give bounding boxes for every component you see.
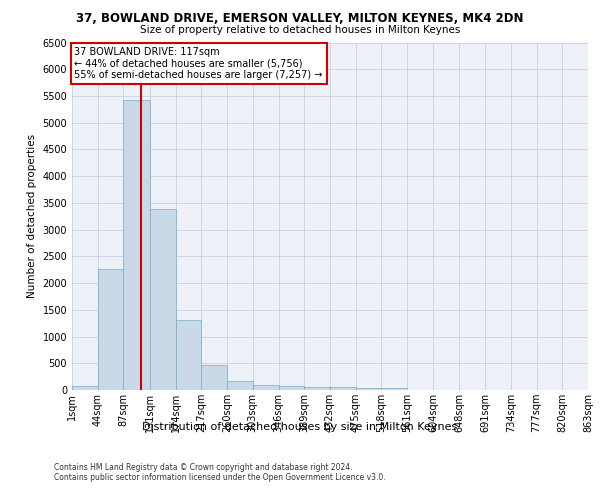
Bar <box>253 385 278 390</box>
Bar <box>304 387 330 390</box>
Bar <box>176 320 201 390</box>
Bar <box>72 386 98 390</box>
Bar <box>330 388 356 390</box>
Bar <box>382 388 407 390</box>
Bar <box>201 364 227 390</box>
Text: Size of property relative to detached houses in Milton Keynes: Size of property relative to detached ho… <box>140 25 460 35</box>
Text: 37, BOWLAND DRIVE, EMERSON VALLEY, MILTON KEYNES, MK4 2DN: 37, BOWLAND DRIVE, EMERSON VALLEY, MILTO… <box>76 12 524 26</box>
Bar <box>124 100 150 390</box>
Bar <box>98 268 124 390</box>
Bar <box>150 210 176 390</box>
Bar <box>278 386 304 390</box>
Bar <box>227 382 253 390</box>
Text: Contains HM Land Registry data © Crown copyright and database right 2024.: Contains HM Land Registry data © Crown c… <box>54 464 353 472</box>
Bar <box>356 388 382 390</box>
Text: Distribution of detached houses by size in Milton Keynes: Distribution of detached houses by size … <box>142 422 458 432</box>
Text: Contains public sector information licensed under the Open Government Licence v3: Contains public sector information licen… <box>54 474 386 482</box>
Y-axis label: Number of detached properties: Number of detached properties <box>27 134 37 298</box>
Text: 37 BOWLAND DRIVE: 117sqm
← 44% of detached houses are smaller (5,756)
55% of sem: 37 BOWLAND DRIVE: 117sqm ← 44% of detach… <box>74 47 323 80</box>
